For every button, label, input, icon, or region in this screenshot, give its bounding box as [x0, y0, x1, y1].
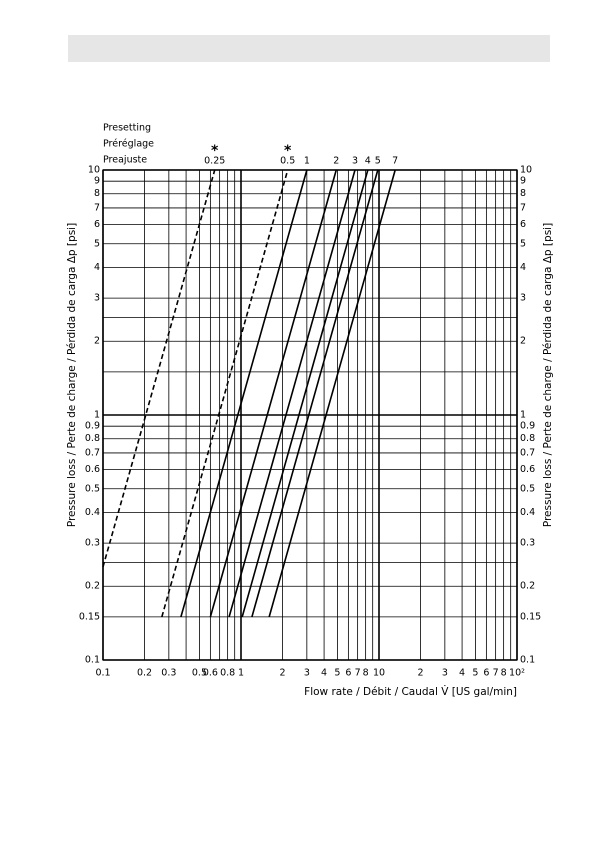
x-tick-label: 0.1: [95, 668, 110, 679]
y-tick-label-right: 0.2: [520, 581, 535, 592]
x-tick-label: 0.3: [161, 668, 176, 679]
x-tick-label: 7: [355, 668, 361, 679]
y-tick-label: 8: [94, 188, 100, 199]
y-tick-label: 0.4: [85, 507, 100, 518]
y-tick-label-right: 3: [520, 293, 526, 304]
x-tick-label: 5: [472, 668, 478, 679]
curve-label: 3: [352, 156, 358, 167]
y-tick-label: 1: [94, 410, 100, 421]
y-tick-label: 0.7: [85, 447, 100, 458]
y-tick-label: 0.6: [85, 464, 100, 475]
x-tick-label: 8: [501, 668, 507, 679]
y-tick-label: 0.8: [85, 433, 100, 444]
curve-label: 7: [392, 156, 398, 167]
curve-note: *: [211, 143, 219, 159]
y-tick-label-right: 6: [520, 219, 526, 230]
y-tick-label-right: 0.1: [520, 655, 535, 666]
x-tick-label: 4: [459, 668, 465, 679]
y-tick-label: 5: [94, 238, 100, 249]
y-tick-label: 3: [94, 293, 100, 304]
legend-title: Presetting: [103, 123, 151, 134]
x-tick-label: 7: [493, 668, 499, 679]
legend-title: Préréglage: [103, 139, 154, 150]
x-tick-label: 2: [280, 668, 286, 679]
y-tick-label: 0.3: [85, 538, 100, 549]
curve-label: 0.5: [280, 156, 295, 167]
curve: [161, 169, 289, 618]
curve-label: 1: [304, 156, 310, 167]
x-tick-label: 0.5: [192, 668, 207, 679]
x-tick-label: 5: [334, 668, 340, 679]
y-tick-label: 0.2: [85, 581, 100, 592]
y-tick-label-right: 0.3: [520, 538, 535, 549]
y-tick-label: 4: [94, 262, 100, 273]
curve: [102, 169, 216, 568]
x-tick-label: 8: [363, 668, 369, 679]
y-tick-label-right: 0.9: [520, 421, 535, 432]
y-tick-label-right: 0.15: [520, 611, 541, 622]
curve-label: 4: [365, 156, 371, 167]
curve: [209, 169, 338, 618]
y-tick-label-right: 1: [520, 410, 526, 421]
x-tick-label: 0.2: [137, 668, 152, 679]
y-tick-label-right: 5: [520, 238, 526, 249]
curve: [241, 169, 369, 618]
curve-note: *: [284, 143, 292, 159]
y-tick-label-right: 0.6: [520, 464, 535, 475]
curve-label: 2: [333, 156, 339, 167]
x-tick-label: 4: [321, 668, 327, 679]
curve-label: 5: [375, 156, 381, 167]
y-tick-label: 10: [88, 165, 100, 176]
y-tick-label-right: 7: [520, 202, 526, 213]
y-tick-label-right: 9: [520, 176, 526, 187]
legend-title: Preajuste: [103, 155, 147, 166]
y-tick-label-right: 4: [520, 262, 526, 273]
y-tick-label-right: 8: [520, 188, 526, 199]
y-tick-label-right: 0.5: [520, 483, 535, 494]
x-tick-label: 0.8: [220, 668, 235, 679]
header-bar: [68, 35, 550, 62]
x-tick-label: 2: [418, 668, 424, 679]
x-tick-label: 1: [238, 668, 244, 679]
curve: [268, 169, 396, 618]
x-tick-label: 6: [483, 668, 489, 679]
curve: [180, 169, 308, 618]
x-tick-label: 3: [442, 668, 448, 679]
curve: [251, 169, 379, 618]
y-tick-label: 6: [94, 219, 100, 230]
x-tick-label: 6: [345, 668, 351, 679]
x-axis-label: Flow rate / Débit / Caudal V̇ [US gal/mi…: [304, 685, 517, 698]
curve: [228, 169, 356, 618]
x-tick-label: 10²: [509, 668, 525, 679]
y-tick-label-right: 0.8: [520, 433, 535, 444]
y-tick-label: 0.5: [85, 483, 100, 494]
y-tick-label: 0.1: [85, 655, 100, 666]
y-axis-label: Pressure loss / Perte de charge / Pérdid…: [66, 223, 78, 527]
y-tick-label-right: 0.7: [520, 447, 535, 458]
y-tick-label-right: 2: [520, 336, 526, 347]
y-tick-label: 0.9: [85, 421, 100, 432]
y-tick-label: 2: [94, 336, 100, 347]
curve-label: 0.25: [204, 156, 225, 167]
y-tick-label: 0.15: [79, 611, 100, 622]
y-axis-label-right: Pressure loss / Perte de charge / Pérdid…: [542, 223, 554, 527]
y-tick-label-right: 0.4: [520, 507, 535, 518]
y-tick-label-right: 10: [520, 165, 532, 176]
x-tick-label: 0.6: [203, 668, 218, 679]
x-tick-label: 3: [304, 668, 310, 679]
x-tick-label: 10: [373, 668, 385, 679]
y-tick-label: 7: [94, 202, 100, 213]
y-tick-label: 9: [94, 176, 100, 187]
